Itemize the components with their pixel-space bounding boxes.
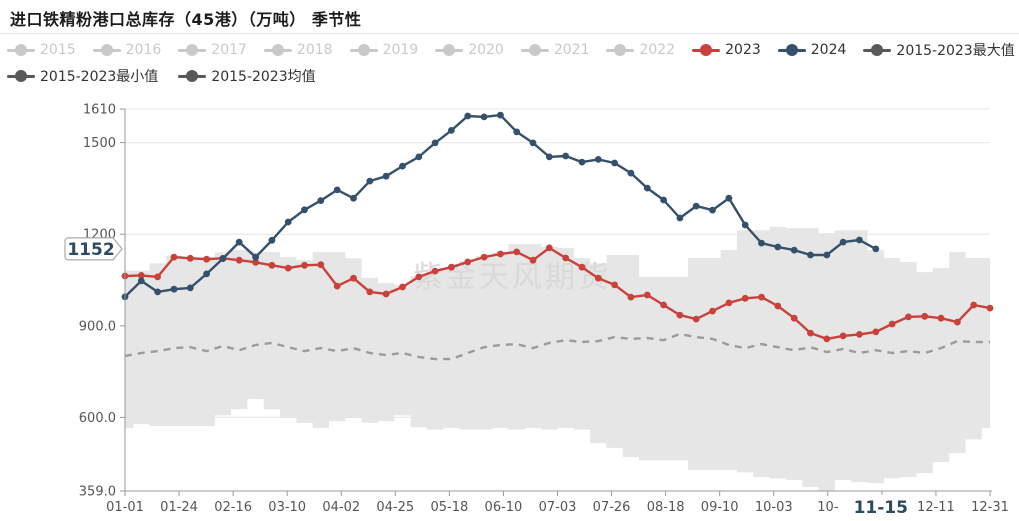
legend-item-label: 2020 — [468, 42, 504, 58]
legend-line-dot-icon — [92, 43, 121, 57]
svg-text:1500: 1500 — [83, 136, 116, 151]
legend-item-label: 2015-2023最大值 — [896, 43, 1015, 59]
legend-item-2023[interactable]: 2023 — [692, 42, 761, 58]
legend-item-2024[interactable]: 2024 — [777, 42, 847, 58]
legend-item-2022[interactable]: 2022 — [606, 42, 675, 58]
axes — [120, 108, 992, 496]
legend-item-2015-2023-[interactable]: 2015-2023最大值 — [863, 40, 1015, 60]
svg-text:06-10: 06-10 — [485, 500, 523, 515]
legend-item-2017[interactable]: 2017 — [178, 42, 247, 58]
legend-item-label: 2018 — [296, 42, 333, 58]
legend-item-2019[interactable]: 2019 — [349, 42, 419, 58]
svg-text:03-10: 03-10 — [268, 500, 306, 515]
legend-line-dot-icon — [606, 43, 635, 57]
min-max-band-area — [125, 226, 990, 491]
svg-text:08-18: 08-18 — [647, 500, 685, 515]
legend-item-label: 2019 — [382, 42, 419, 58]
svg-text:07-26: 07-26 — [593, 500, 631, 515]
legend-item-2015-2023-[interactable]: 2015-2023均值 — [178, 66, 316, 86]
y-axispointer-tag: 1152 — [64, 237, 123, 261]
legend-line-dot-icon — [863, 43, 892, 57]
svg-text:12-11: 12-11 — [917, 500, 955, 515]
svg-text:900.0: 900.0 — [79, 319, 116, 334]
legend-item-2021[interactable]: 2021 — [520, 42, 590, 58]
legend-line-dot-icon — [520, 43, 549, 57]
legend-row-2: 2015-2023最小值 2015-2023均值 — [7, 66, 316, 86]
svg-text:09-10: 09-10 — [701, 500, 739, 515]
legend-line-dot-icon — [349, 43, 378, 57]
legend-item-label: 2016 — [125, 42, 162, 58]
legend-item-2020[interactable]: 2020 — [435, 42, 504, 58]
legend-item-2016[interactable]: 2016 — [92, 42, 162, 58]
svg-text:07-03: 07-03 — [539, 500, 577, 515]
legend-line-dot-icon — [178, 69, 207, 83]
svg-text:10-03: 10-03 — [755, 500, 793, 515]
page-title: 进口铁精粉港口总库存（45港）（万吨） 季节性 — [10, 10, 362, 29]
svg-text:1610: 1610 — [83, 103, 116, 118]
legend-item-2018[interactable]: 2018 — [263, 42, 333, 58]
mean-line-2015-2023 — [124, 332, 990, 361]
series-2023-line — [121, 244, 994, 343]
legend-line-dot-icon — [692, 43, 721, 57]
svg-text:359.0: 359.0 — [79, 485, 116, 500]
svg-text:11-15: 11-15 — [854, 498, 908, 518]
legend-item-label: 2021 — [553, 42, 590, 58]
svg-text:05-18: 05-18 — [430, 500, 468, 515]
legend-line-dot-icon — [178, 43, 207, 57]
legend-line-dot-icon — [263, 43, 292, 57]
legend-item-label: 2015 — [40, 42, 76, 58]
legend-item-label: 2017 — [211, 42, 247, 58]
legend-item-label: 2015-2023最小值 — [40, 69, 159, 85]
legend-line-dot-icon — [777, 43, 806, 57]
x-axispointer-tag: 11-15 — [844, 495, 917, 520]
legend-line-dot-icon — [7, 69, 35, 83]
legend-item-label: 2023 — [725, 42, 761, 58]
legend-line-dot-icon — [7, 43, 35, 57]
svg-text:02-16: 02-16 — [214, 500, 252, 515]
title-divider — [0, 33, 1019, 34]
svg-text:01-01: 01-01 — [106, 500, 144, 515]
watermark: 紫金天风期货 — [413, 260, 611, 295]
legend-item-2015-2023-[interactable]: 2015-2023最小值 — [7, 66, 158, 86]
svg-text:600.0: 600.0 — [79, 411, 116, 426]
svg-text:01-24: 01-24 — [160, 500, 198, 515]
svg-text:10-: 10- — [817, 500, 839, 515]
legend-item-label: 2022 — [639, 42, 676, 58]
svg-text:04-25: 04-25 — [376, 500, 414, 515]
svg-text:04-02: 04-02 — [322, 500, 360, 515]
x-axis-labels: 01-01 01-24 02-16 03-10 04-02 04-25 05-18 06-10… — [106, 500, 1009, 515]
legend-item-2015[interactable]: 2015 — [7, 42, 76, 58]
series-2024-line — [121, 111, 880, 301]
legend-row-1: 2015 2016 2017 2018 2019 2020 2021 2022 2023 2024… — [7, 40, 1015, 60]
legend-line-dot-icon — [435, 43, 464, 57]
svg-text:1152: 1152 — [67, 240, 114, 260]
legend-item-label: 2015-2023均值 — [211, 69, 316, 85]
legend-item-label: 2024 — [810, 42, 847, 58]
plot-area[interactable] — [125, 109, 990, 491]
svg-text:12-31: 12-31 — [971, 500, 1009, 515]
